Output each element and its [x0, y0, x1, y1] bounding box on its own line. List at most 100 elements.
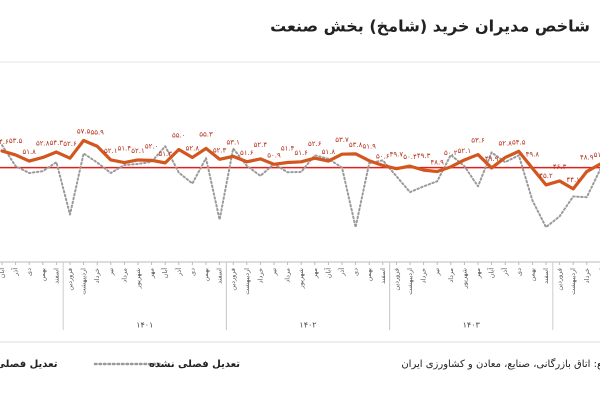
x-tick-label: اسفند	[216, 268, 224, 284]
x-tick-label: اردیبهشت	[406, 268, 414, 295]
x-tick-label: آذر	[11, 267, 20, 277]
data-label: ۴۴.۱	[566, 176, 580, 184]
data-label: ۵۴.۶	[0, 138, 9, 146]
data-label: ۵۳.۷	[335, 136, 349, 144]
data-label: ۴۹.۹	[485, 155, 499, 163]
x-tick-label: تیر	[596, 268, 600, 277]
data-label: ۵۲.۸	[498, 139, 512, 147]
data-label: ۵۲.۶	[308, 140, 322, 148]
x-tick-label: فروردین	[392, 268, 400, 291]
data-label: ۵۲.۰	[145, 142, 159, 150]
x-tick-label: مرداد	[284, 268, 292, 283]
data-label: ۵۰.۶	[376, 152, 390, 160]
x-tick-label: مهر	[474, 268, 482, 279]
series-line	[0, 138, 600, 191]
data-label: ۴۶.۳	[553, 163, 567, 171]
x-tick-label: مرداد	[120, 268, 128, 283]
x-tick-label: بهمن	[528, 268, 536, 282]
data-label: ۵۵.۳	[199, 130, 213, 138]
data-label: ۵۷.۵	[77, 127, 91, 135]
data-label: ۴۹.۳	[417, 152, 431, 160]
data-label: ۵۳.۸	[349, 141, 363, 149]
x-tick-label: اسفند	[379, 268, 387, 284]
data-label: ۵۳.۱	[226, 138, 240, 146]
x-tick-label: آذر	[337, 267, 346, 277]
x-tick-label: بهمن	[202, 268, 210, 282]
data-label: ۵۲.۸	[36, 139, 50, 147]
data-label: ۵۴.۵	[512, 138, 526, 146]
data-label: ۵۵.۹	[90, 128, 104, 136]
x-tick-label: اردیبهشت	[80, 268, 88, 295]
x-tick-label: خرداد	[583, 268, 591, 283]
data-label: ۵۱.۴	[281, 145, 295, 153]
x-tick-label: تیر	[270, 268, 278, 277]
x-tick-label: آبان	[323, 267, 332, 279]
x-tick-label: اردیبهشت	[243, 268, 251, 295]
data-label: ۵۴.۳	[50, 139, 64, 147]
data-label: ۴۹.۸	[526, 150, 540, 158]
data-label: ۵۲.۱	[104, 147, 118, 155]
x-tick-label: آبان	[160, 267, 169, 279]
year-label: ۱۴۰۱	[136, 321, 153, 330]
series-line	[1, 144, 600, 229]
data-label: ۵۲.۳	[213, 146, 227, 154]
x-tick-label: فروردین	[556, 268, 564, 291]
x-tick-label: مهر	[311, 268, 319, 279]
data-label: ۵۱.۶	[240, 149, 254, 157]
x-tick-label: بهمن	[39, 268, 47, 282]
data-label: ۵۱.۴	[118, 145, 132, 153]
data-label: ۵۲.۱	[458, 147, 472, 155]
x-tick-label: اسفند	[542, 268, 550, 284]
x-tick-label: آبان	[487, 267, 496, 279]
data-label: ۵۱.۶	[294, 149, 308, 157]
x-tick-label: آذر	[500, 267, 509, 277]
source-note: منبع: اتاق بازرگانی، صنایع، معادن و کشاو…	[401, 358, 600, 370]
data-label: ۵۲.۶	[63, 140, 77, 148]
x-tick-label: دی	[25, 268, 33, 276]
data-label: ۵۲.۴	[254, 141, 268, 149]
x-tick-label: تیر	[107, 268, 115, 277]
x-tick-label: بهمن	[365, 268, 373, 282]
x-tick-label: آبان	[0, 267, 6, 279]
year-label: ۱۴۰۳	[463, 321, 481, 330]
data-label: ۵۱.۳	[158, 150, 172, 158]
x-tick-label: مرداد	[447, 268, 455, 283]
data-label: ۵۱.۸	[22, 148, 36, 156]
x-tick-label: اردیبهشت	[569, 268, 577, 295]
x-tick-label: فروردین	[229, 268, 237, 291]
x-tick-label: فروردین	[66, 268, 74, 291]
x-tick-label: آذر	[174, 267, 183, 277]
data-label: ۵۱.۰	[594, 151, 600, 159]
data-label: ۴۸.۹	[580, 154, 594, 162]
x-tick-label: اسفند	[52, 268, 60, 284]
x-tick-label: مهر	[148, 268, 156, 279]
data-label: ۴۹.۷	[390, 151, 404, 159]
x-tick-label: شهریور	[134, 268, 142, 289]
data-label: ۴۵.۲	[539, 172, 553, 180]
x-tick-label: خرداد	[420, 268, 428, 283]
x-tick-label: خرداد	[256, 268, 264, 283]
data-label: ۵۲.۸	[186, 144, 200, 152]
data-label: ۵۱.۸	[322, 148, 336, 156]
legend-label: تعدیل فصلی شده	[0, 359, 58, 370]
year-label: ۱۴۰۲	[299, 321, 316, 330]
x-tick-label: تیر	[433, 268, 441, 277]
data-label: ۵۰.۲	[444, 149, 458, 157]
data-label: ۵۵.۰	[172, 132, 186, 140]
chart-title: شاخص مدیران خرید (شامخ) بخش صنعت	[270, 17, 590, 36]
x-tick-label: خرداد	[93, 268, 101, 283]
x-tick-label: دی	[515, 268, 523, 276]
data-label: ۵۱.۹	[362, 143, 376, 151]
x-tick-label: دی	[188, 268, 196, 276]
legend-label: تعدیل فصلی نشده	[149, 359, 240, 370]
x-tick-label: دی	[352, 268, 360, 276]
data-label: ۵۰.۴	[403, 153, 417, 161]
data-label: ۴۸.۹	[430, 159, 444, 167]
data-label: ۵۰.۹	[267, 151, 281, 159]
data-label: ۵۲.۱	[131, 147, 145, 155]
x-tick-label: شهریور	[297, 268, 305, 289]
data-label: ۵۳.۶	[471, 137, 485, 145]
x-tick-label: شهریور	[460, 268, 468, 289]
